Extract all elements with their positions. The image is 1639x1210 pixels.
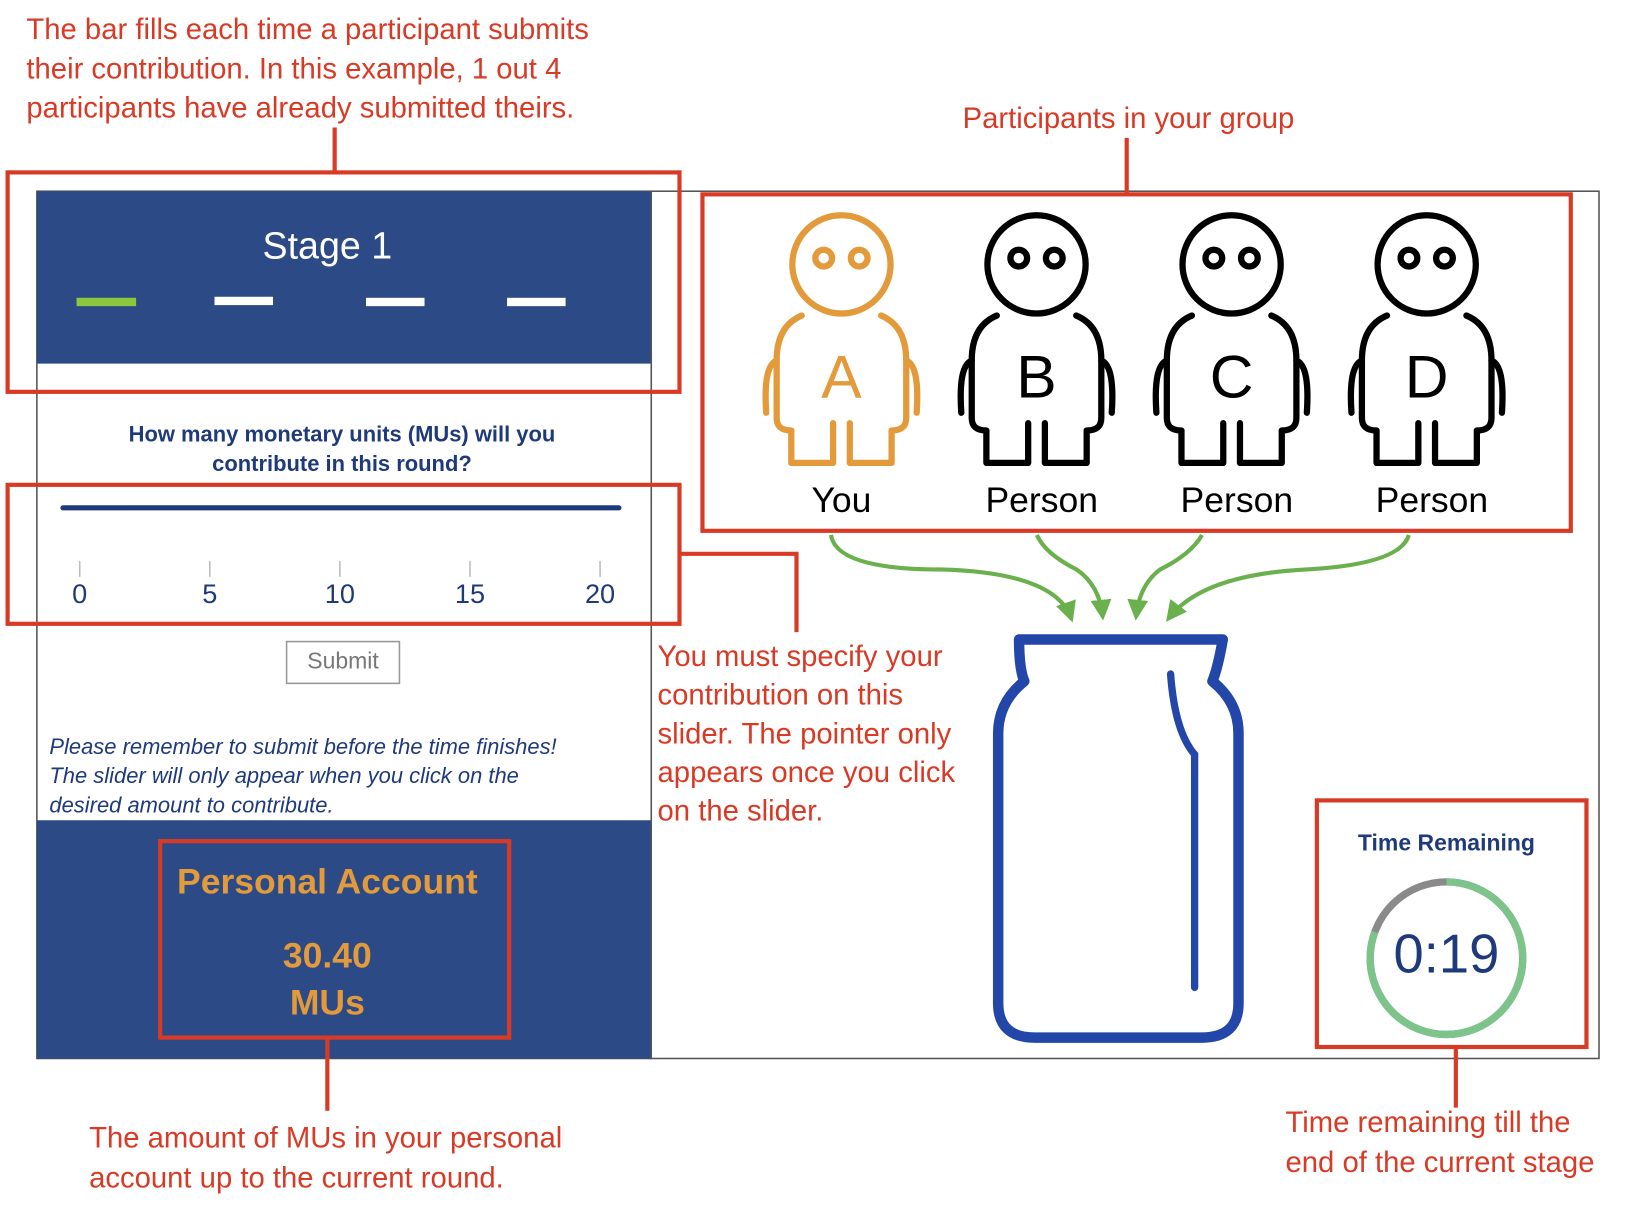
slider-tick-label: 5 [202,578,217,609]
annotation-text: contribution on this [658,680,904,712]
reminder-text: Please remember to submit before the tim… [49,734,556,759]
participant-label: You [811,480,871,520]
participant-label: Person [1376,480,1489,520]
account-unit: MUs [290,983,365,1023]
jar [992,634,1244,1043]
figure-eye [847,246,871,270]
figure-body [968,312,1105,467]
annotation-text: The bar fills each time a participant su… [26,14,588,46]
annotation-text: Time remaining till the [1286,1107,1571,1139]
account-title: Personal Account [177,861,478,901]
arrow [1034,534,1112,621]
figure-head [984,212,1089,317]
jar-highlight [1166,670,1199,992]
figure-eye [1432,246,1456,270]
figure-body [1163,312,1300,467]
annotation-text: Participants in your group [963,103,1295,135]
slider-tick-label: 15 [455,578,485,609]
submit-label[interactable]: Submit [307,648,379,674]
timer-value: 0:19 [1394,924,1500,985]
reminder-text: The slider will only appear when you cli… [49,763,518,788]
participant-figure [1347,212,1506,467]
participant-letter: A [821,342,862,410]
participant-letter: B [1016,342,1056,410]
annotation-text: The amount of MUs in your personal [89,1123,562,1155]
stage-title: Stage 1 [263,225,393,267]
figure-arm [762,357,921,416]
highlight-box [1314,798,1589,1050]
figure-eye [812,246,836,270]
question-text: How many monetary units (MUs) will you [129,422,556,447]
participant-figure [1152,212,1311,467]
reminder-text: desired amount to contribute. [49,792,333,817]
progress-segment-filled [76,297,137,307]
highlight-box [158,839,512,1040]
slider-tick-label: 20 [585,578,615,609]
annotation-text: You must specify your [658,641,943,673]
annotation-text: on the slider. [658,796,824,828]
figure-arm [1152,357,1311,416]
figure-eye [1007,246,1031,270]
progress-segment [366,297,425,307]
figure-head [789,212,894,317]
figure-body [773,312,910,467]
participant-letter: C [1210,342,1254,410]
participant-label: Person [985,480,1098,520]
timer-title: Time Remaining [1358,829,1535,855]
arrow [1165,534,1411,622]
timer-progress [1366,878,1527,1039]
progress-segment [507,297,566,307]
question-text: contribute in this round? [212,451,472,476]
figure-eye [1042,246,1066,270]
account-footer [36,820,652,1059]
highlight-box [700,192,1573,533]
annotation-text: slider. The pointer only [658,718,952,750]
figure-eye [1202,246,1226,270]
annotation-text: account up to the current round. [89,1162,504,1194]
figure-eye [1237,246,1261,270]
annotation-text: appears once you click [658,757,956,789]
figure-head [1179,212,1284,317]
figure-head [1374,212,1479,317]
annotation-text: participants have already submitted thei… [26,92,574,124]
figure-arm [1347,357,1506,416]
annotation-text: their contribution. In this example, 1 o… [26,53,561,85]
figure-eye [1397,246,1421,270]
submit-button[interactable] [285,640,401,685]
participant-label: Person [1181,480,1294,520]
figure-arm [957,357,1116,416]
participant-figure [762,212,921,467]
account-amount: 30.40 [283,936,372,976]
progress-segment [214,296,274,306]
connector [679,551,799,633]
participant-figure [957,212,1116,467]
contribution-arrows [828,533,1411,623]
participant-letter: D [1405,342,1449,410]
figure-body [1358,312,1495,467]
stage-header [36,191,652,364]
annotation-frames [5,127,1589,1111]
arrow [828,534,1076,623]
annotation-text: end of the current stage [1286,1147,1595,1179]
progress-bar [76,296,566,307]
highlight-box [5,170,682,394]
slider-tick-label: 0 [72,578,87,609]
arrow [1127,533,1204,621]
slider-tick-label: 10 [325,578,355,609]
